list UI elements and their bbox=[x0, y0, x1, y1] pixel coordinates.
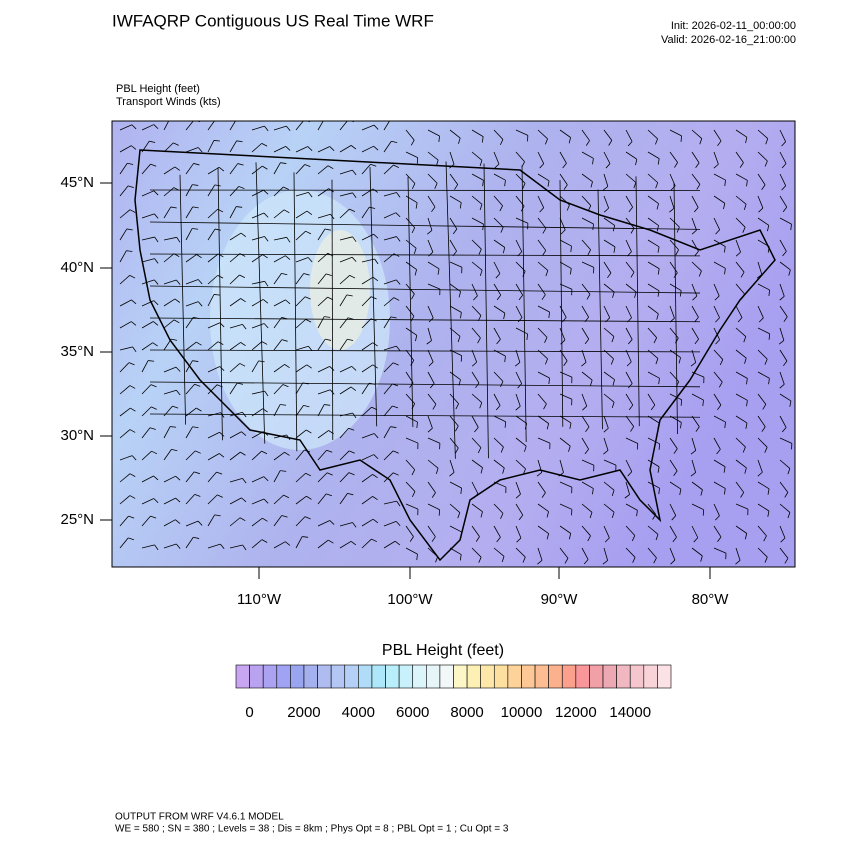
barb-flag bbox=[505, 422, 506, 428]
colorbar-box bbox=[521, 665, 535, 688]
barb-flag bbox=[681, 400, 682, 406]
valid-time: Valid: 2026-02-16_21:00:00 bbox=[661, 34, 796, 46]
colorbar-box bbox=[372, 665, 386, 688]
colorbar-box bbox=[290, 665, 304, 688]
lon-label: 110°W bbox=[237, 591, 282, 608]
lat-label: 30°N bbox=[60, 427, 94, 444]
colorbar-box bbox=[467, 665, 481, 688]
footer: OUTPUT FROM WRF V4.6.1 MODEL bbox=[115, 812, 284, 823]
colorbar-box bbox=[454, 665, 468, 688]
barb-flag bbox=[659, 444, 660, 450]
colorbar-box bbox=[304, 665, 318, 688]
colorbar-box bbox=[576, 665, 590, 688]
colorbar-box bbox=[630, 665, 644, 688]
colorbar-box bbox=[549, 665, 563, 688]
lat-label: 35°N bbox=[60, 343, 94, 360]
barb-flag bbox=[769, 334, 770, 340]
colorbar-box bbox=[250, 665, 264, 688]
colorbar-box bbox=[508, 665, 522, 688]
colorbar-box bbox=[413, 665, 427, 688]
barb-flag bbox=[325, 119, 331, 120]
colorbar-box bbox=[386, 665, 400, 688]
init-time: Init: 2026-02-11_00:00:00 bbox=[671, 20, 796, 32]
colorbar-box bbox=[617, 665, 631, 688]
barb-flag bbox=[391, 119, 397, 120]
footer: WE = 580 ; SN = 380 ; Levels = 38 ; Dis … bbox=[115, 824, 509, 835]
lon-label: 80°W bbox=[692, 591, 730, 608]
barb-flag bbox=[439, 510, 440, 516]
colorbar-box bbox=[236, 665, 250, 688]
colorbar-box bbox=[358, 665, 372, 688]
colorbar-label: 2000 bbox=[287, 704, 320, 721]
colorbar-box bbox=[318, 665, 332, 688]
colorbar-box bbox=[603, 665, 617, 688]
colorbar-box bbox=[277, 665, 291, 688]
colorbar-box bbox=[589, 665, 603, 688]
shading bbox=[310, 230, 370, 350]
colorbar-label: 8000 bbox=[450, 704, 483, 721]
lat-label: 25°N bbox=[60, 511, 94, 528]
map bbox=[112, 118, 795, 567]
colorbar-label: 14000 bbox=[609, 704, 651, 721]
field-label: PBL Height (feet) bbox=[116, 83, 200, 95]
colorbar-label: 6000 bbox=[396, 704, 429, 721]
lon-label: 100°W bbox=[387, 591, 433, 608]
colorbar-box bbox=[535, 665, 549, 688]
colorbar-box bbox=[494, 665, 508, 688]
barb-flag bbox=[237, 119, 243, 120]
colorbar-box bbox=[345, 665, 359, 688]
colorbar-box bbox=[331, 665, 345, 688]
colorbar-box bbox=[481, 665, 495, 688]
colorbar-label: 12000 bbox=[555, 704, 597, 721]
colorbar-title: PBL Height (feet) bbox=[382, 642, 504, 659]
colorbar-box bbox=[440, 665, 454, 688]
barb-flag bbox=[170, 118, 176, 119]
title: IWFAQRP Contiguous US Real Time WRF bbox=[112, 11, 434, 30]
lat-label: 40°N bbox=[60, 259, 94, 276]
colorbar-label: 0 bbox=[245, 704, 253, 721]
colorbar: 0 2000 4000 6000 8000 10000 12000 14000 bbox=[236, 665, 671, 721]
colorbar-box bbox=[562, 665, 576, 688]
colorbar-box bbox=[426, 665, 440, 688]
field-label: Transport Winds (kts) bbox=[116, 96, 221, 108]
colorbar-label: 4000 bbox=[342, 704, 375, 721]
colorbar-box bbox=[657, 665, 671, 688]
colorbar-label: 10000 bbox=[501, 704, 543, 721]
lon-label: 90°W bbox=[541, 591, 579, 608]
colorbar-box bbox=[644, 665, 658, 688]
lat-label: 45°N bbox=[60, 174, 94, 191]
colorbar-box bbox=[263, 665, 277, 688]
colorbar-box bbox=[399, 665, 413, 688]
